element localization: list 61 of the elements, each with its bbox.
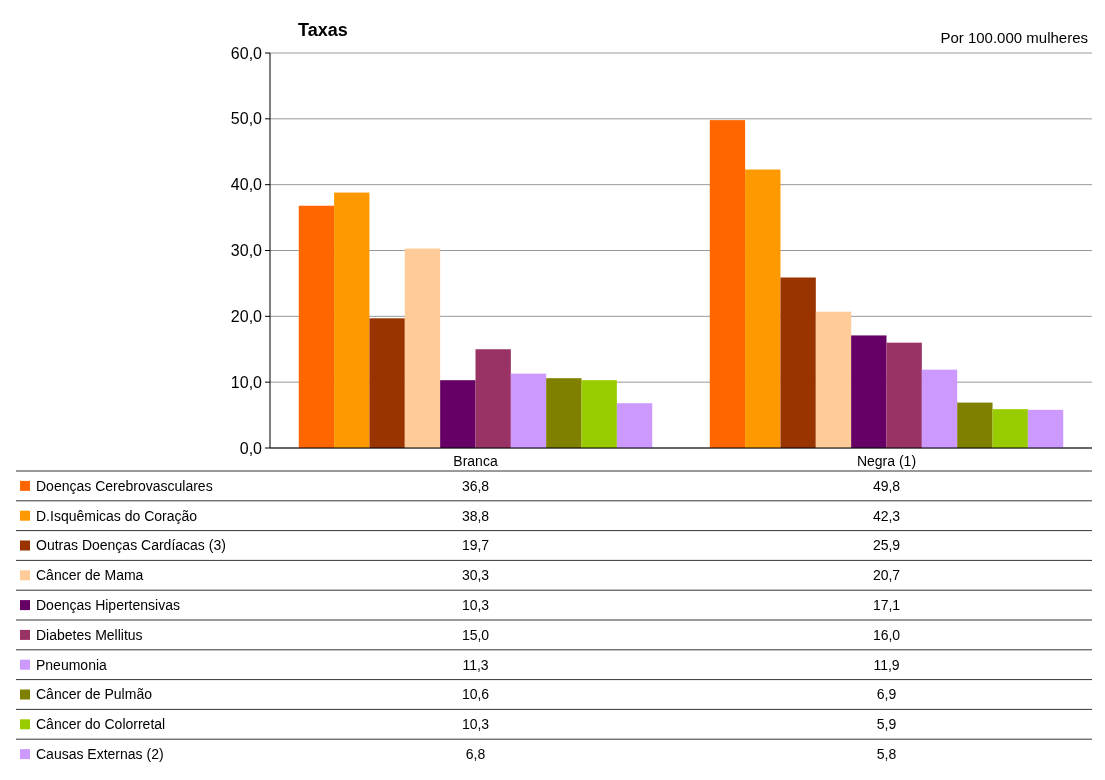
data-label: 10,6: [461, 686, 490, 703]
bar: [780, 277, 816, 448]
legend-label: D.Isquêmicas do Coração: [36, 507, 198, 524]
data-label: 5,9: [876, 716, 897, 733]
data-label: 30,3: [461, 567, 490, 584]
bar: [851, 335, 887, 448]
data-label: 36,8: [461, 477, 490, 494]
legend-label: Câncer do Colorretal: [36, 716, 166, 733]
bar: [886, 342, 922, 448]
bar: [369, 318, 405, 448]
x-tick-label: Branca: [453, 453, 498, 469]
legend-label: Doenças Cerebrovasculares: [36, 477, 213, 494]
y-tick-label: 10,0: [230, 373, 263, 391]
bar: [475, 349, 511, 448]
data-label: 11,9: [873, 656, 900, 673]
data-label: 49,8: [872, 477, 901, 494]
bar: [1027, 409, 1064, 448]
bar: [546, 378, 582, 448]
y-tick-label: 0,0: [239, 439, 263, 457]
data-label: 19,7: [461, 537, 490, 554]
bar: [616, 403, 653, 448]
data-label: 6,9: [876, 686, 897, 703]
data-label: 25,9: [872, 537, 901, 554]
legend-label: Doenças Hipertensivas: [36, 597, 180, 613]
legend-label: Câncer de Pulmão: [36, 686, 153, 703]
data-label: 10,3: [461, 597, 490, 613]
chart-title: Taxas: [298, 20, 348, 40]
legend-label: Pneumonia: [36, 656, 108, 673]
bar: [992, 409, 1028, 448]
data-label: 11,3: [462, 656, 489, 673]
data-label: 15,0: [461, 626, 490, 643]
y-tick-label: 30,0: [230, 242, 263, 260]
bar: [745, 169, 781, 448]
y-tick-label: 40,0: [230, 176, 263, 194]
bar: [404, 248, 441, 448]
bar: [815, 311, 852, 448]
bar: [921, 369, 958, 448]
bar: [298, 205, 335, 448]
data-label: 38,8: [461, 507, 490, 524]
legend-label: Causas Externas (2): [36, 746, 164, 762]
bar: [440, 380, 476, 448]
bar: [581, 380, 617, 448]
text: Por 100.000 mulheres: [940, 29, 1088, 46]
bar: [510, 373, 547, 448]
y-tick-label: 50,0: [230, 110, 263, 128]
data-label: 10,3: [461, 716, 490, 733]
data-label: 42,3: [872, 507, 901, 524]
data-label: 5,8: [876, 746, 897, 762]
bar: [709, 120, 746, 448]
y-tick-label: 20,0: [230, 307, 263, 325]
bar: [957, 402, 993, 448]
legend-label: Câncer de Mama: [36, 567, 144, 584]
y-tick-label: 60,0: [230, 44, 263, 62]
legend-label: Diabetes Mellitus: [36, 626, 143, 643]
bar: [334, 192, 370, 448]
legend-label: Outras Doenças Cardíacas (3): [36, 537, 226, 554]
data-label: 20,7: [872, 567, 901, 584]
x-tick-label: Negra (1): [856, 453, 917, 469]
data-label: 16,0: [872, 626, 901, 643]
data-label: 17,1: [872, 597, 901, 613]
data-label: 6,8: [465, 746, 486, 762]
